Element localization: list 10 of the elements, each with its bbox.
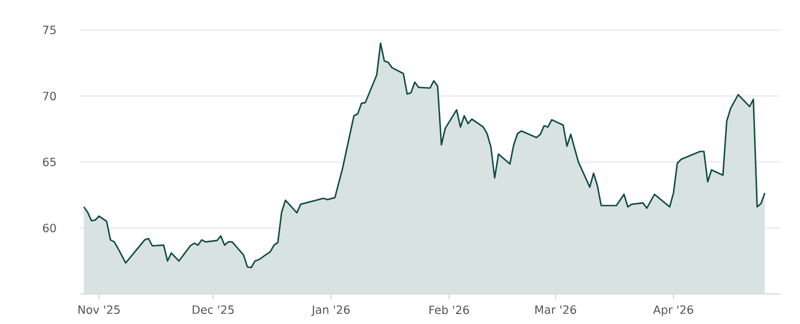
x-tick-label: Nov '25 xyxy=(78,305,120,314)
y-tick-label: 70 xyxy=(43,92,56,100)
y-tick-label: 65 xyxy=(43,158,56,166)
x-tick-label: Jan '26 xyxy=(311,305,350,316)
x-tick-label: Feb '26 xyxy=(430,305,469,314)
y-tick-label: 60 xyxy=(43,224,56,232)
x-tick-label: Apr '26 xyxy=(653,305,694,316)
y-tick-label: 75 xyxy=(43,26,56,34)
x-tick-label: Mar '26 xyxy=(535,305,576,314)
x-tick-label: Dec '25 xyxy=(192,305,234,314)
